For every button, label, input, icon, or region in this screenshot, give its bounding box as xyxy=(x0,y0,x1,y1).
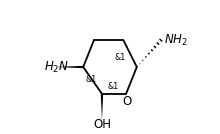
Text: &1: &1 xyxy=(107,82,119,91)
Text: O: O xyxy=(123,95,132,108)
Text: &1: &1 xyxy=(114,53,125,62)
Text: $NH_2$: $NH_2$ xyxy=(164,33,188,48)
Text: OH: OH xyxy=(93,118,111,131)
Text: $H_2N$: $H_2N$ xyxy=(44,59,69,75)
Polygon shape xyxy=(55,66,83,68)
Text: &1: &1 xyxy=(86,75,97,84)
Polygon shape xyxy=(101,94,103,121)
